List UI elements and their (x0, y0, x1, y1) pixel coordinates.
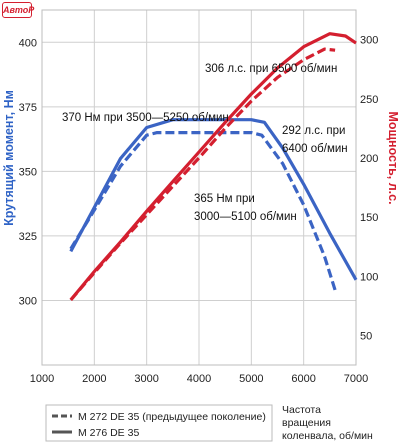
y-axis-right-label: Мощность, л.с. (386, 111, 400, 204)
legend-label-new: M 276 DE 35 (78, 427, 139, 439)
x-tick-label-7000: 7000 (344, 373, 368, 385)
left-tick-label-300: 300 (19, 295, 37, 307)
right-tick-label-200: 200 (360, 153, 378, 165)
left-tick-label-350: 350 (19, 166, 37, 178)
x-axis-label-line3: коленвала, об/мин (282, 430, 373, 442)
x-axis-ticks: 1000 2000 3000 4000 5000 6000 7000 (30, 373, 368, 385)
series-line-power-new (69, 32, 357, 301)
series-line-torque-old (69, 131, 337, 291)
annotation-power-new: 306 л.с. при 6500 об/мин (205, 63, 337, 75)
legend-label-old: M 272 DE 35 (предыдущее поколение) (78, 411, 266, 423)
right-tick-label-100: 100 (360, 271, 378, 283)
legend: M 272 DE 35 (предыдущее поколение) M 276… (45, 404, 273, 442)
right-axis-ticks: 50 100 150 200 250 300 (360, 35, 378, 343)
plot-frame (41, 9, 357, 366)
right-tick-label-300: 300 (360, 35, 378, 47)
x-tick-label-2000: 2000 (82, 373, 106, 385)
x-axis-label-line1: Частота (282, 404, 321, 416)
annotation-power-old-line2: 6400 об/мин (282, 143, 348, 155)
grid (41, 9, 357, 366)
series-group (69, 32, 358, 301)
right-tick-label-50: 50 (360, 330, 372, 342)
legend-box (45, 404, 273, 442)
annotation-torque-old-line2: 3000—5100 об/мин (194, 211, 297, 223)
annotation-power-old-line1: 292 л.с. при (282, 125, 345, 137)
x-tick-label-3000: 3000 (134, 373, 158, 385)
left-axis-ticks: 300 325 350 375 400 (19, 37, 37, 307)
x-tick-label-1000: 1000 (30, 373, 54, 385)
series-line-torque-new (69, 118, 358, 281)
annotation-torque-new: 370 Нм при 3500—5250 об/мин (62, 112, 229, 124)
x-tick-label-5000: 5000 (239, 373, 263, 385)
left-tick-label-375: 375 (19, 102, 37, 114)
annotation-torque-old-line1: 365 Нм при (194, 193, 255, 205)
left-tick-label-400: 400 (19, 37, 37, 49)
right-tick-label-150: 150 (360, 212, 378, 224)
left-tick-label-325: 325 (19, 231, 37, 243)
x-tick-label-6000: 6000 (291, 373, 315, 385)
x-axis-label-line2: вращения (282, 417, 331, 429)
y-axis-left-label: Крутящий момент, Нм (2, 90, 16, 226)
logo: АвтоР (2, 2, 34, 18)
right-tick-label-250: 250 (360, 94, 378, 106)
x-tick-label-4000: 4000 (187, 373, 211, 385)
